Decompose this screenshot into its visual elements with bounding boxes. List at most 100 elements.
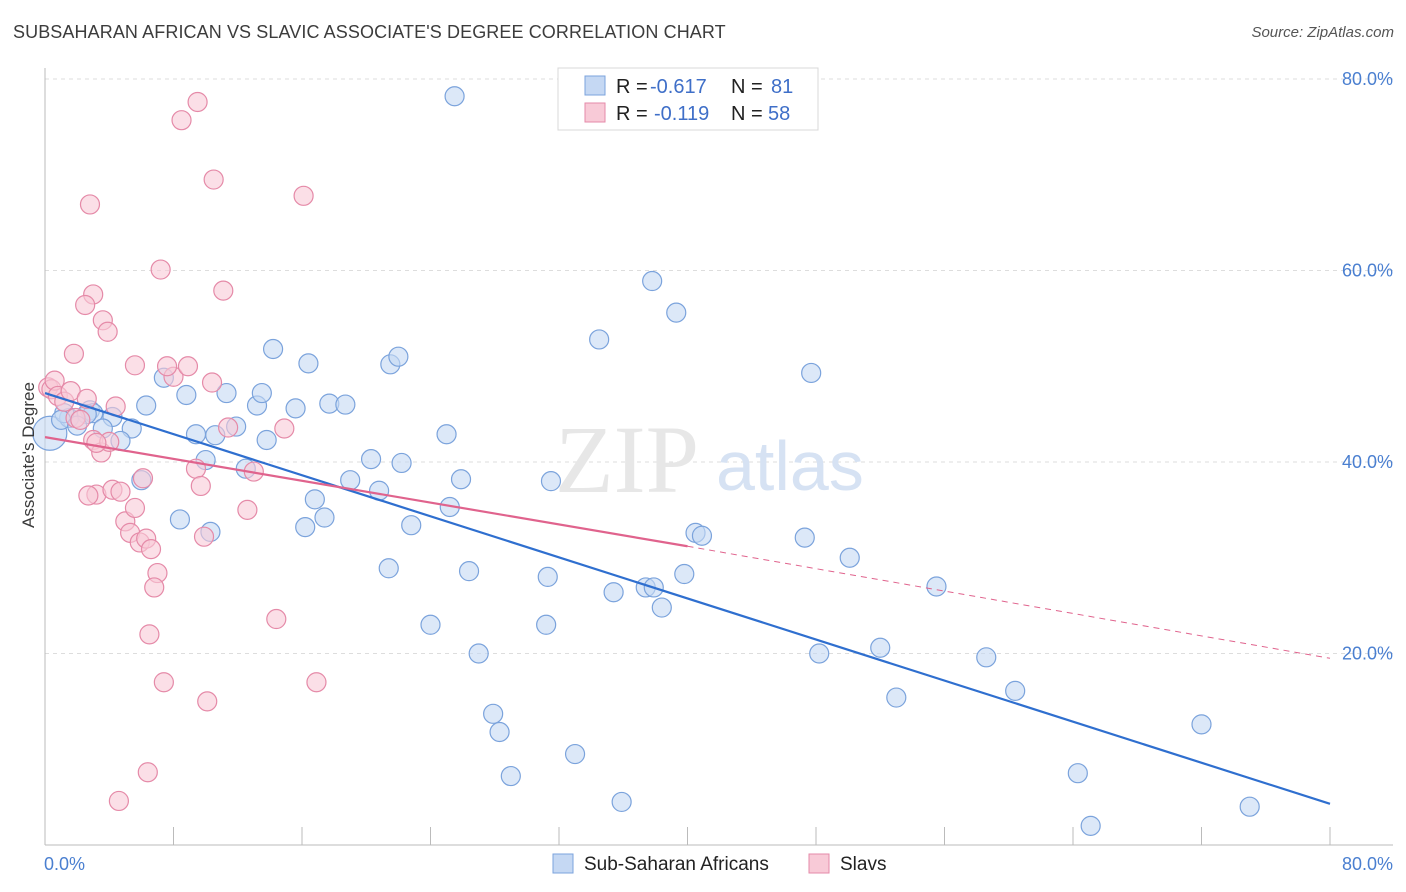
data-point (75, 294, 96, 316)
data-point (78, 485, 99, 506)
trend-line (687, 545, 1331, 659)
data-point (468, 643, 489, 664)
data-point (169, 509, 191, 530)
chart-title: SUBSAHARAN AFRICAN VS SLAVIC ASSOCIATE'S… (13, 22, 726, 42)
watermark: ZIP atlas (555, 406, 864, 513)
data-point (870, 637, 891, 658)
legend-n-label-2: N = (731, 103, 763, 125)
data-point (801, 362, 822, 384)
legend-r-label-2: R = (616, 103, 648, 125)
data-point (274, 418, 295, 439)
data-point (171, 110, 192, 131)
data-point (144, 577, 165, 598)
data-point (177, 356, 199, 377)
trend-line (44, 392, 1331, 805)
data-point (420, 614, 441, 635)
axes (44, 68, 1393, 846)
data-point (489, 721, 510, 743)
data-point (1080, 815, 1101, 836)
data-point (360, 449, 382, 470)
data-point (378, 558, 399, 579)
legend-swatch-pink (584, 102, 606, 123)
data-point (444, 86, 465, 107)
top-legend: R = -0.617 N = 81 R = -0.119 N = 58 (557, 67, 819, 131)
bottom-legend: Sub-Saharan Africans Slavs (552, 853, 886, 875)
data-point (642, 270, 663, 292)
data-point (1005, 680, 1026, 701)
data-point (266, 608, 287, 630)
x-tick-label-max: 80.0% (1342, 854, 1393, 874)
data-point (335, 394, 356, 415)
data-point (156, 356, 178, 377)
y-axis-label: Associate's Degree (19, 382, 38, 528)
data-point (540, 471, 562, 492)
data-point (483, 703, 504, 724)
data-point (187, 91, 208, 113)
data-point (401, 515, 422, 536)
data-point (70, 409, 91, 430)
data-point (190, 475, 211, 497)
data-point (193, 526, 215, 547)
data-point (197, 691, 218, 712)
data-point (136, 395, 157, 416)
watermark-zip: ZIP (555, 406, 699, 513)
data-point (262, 338, 284, 360)
bottom-legend-swatch-blue (552, 853, 574, 874)
legend-r-label-1: R = (616, 76, 648, 98)
data-point (500, 765, 521, 787)
data-point (1239, 796, 1260, 817)
y-tick-label: 60.0% (1342, 261, 1393, 281)
data-point (140, 539, 162, 560)
x-tick-label-min: 0.0% (44, 854, 85, 874)
data-point (293, 185, 314, 206)
data-point (536, 614, 557, 635)
data-point (564, 743, 586, 765)
bottom-legend-swatch-pink (808, 853, 830, 874)
data-point (137, 762, 158, 783)
legend-n-value-1: 81 (771, 76, 793, 98)
data-point (1191, 714, 1212, 735)
data-point (458, 561, 480, 582)
data-point (108, 790, 129, 812)
data-point (153, 672, 174, 693)
chart-source: Source: ZipAtlas.com (1251, 24, 1394, 41)
data-point (213, 280, 234, 301)
data-point (285, 398, 306, 419)
data-point (651, 597, 672, 618)
data-point (201, 372, 223, 393)
data-point (139, 624, 160, 645)
legend-swatch-blue (584, 75, 606, 96)
data-point (218, 417, 239, 438)
data-point (237, 499, 258, 520)
watermark-atlas: atlas (716, 427, 864, 505)
data-point (304, 489, 325, 510)
data-point (86, 432, 107, 453)
data-point (63, 343, 85, 364)
bottom-legend-label-blue: Sub-Saharan Africans (584, 854, 769, 875)
data-point (298, 353, 319, 374)
y-tick-label: 40.0% (1342, 452, 1393, 472)
legend-n-value-2: 58 (768, 103, 790, 125)
data-point (691, 525, 713, 546)
legend-r-value-2: -0.119 (654, 103, 709, 125)
legend-n-label-1: N = (731, 76, 763, 98)
data-point (611, 791, 632, 813)
data-point (97, 321, 118, 342)
data-point (926, 576, 947, 597)
data-point (388, 346, 409, 367)
data-point (251, 382, 272, 404)
bottom-legend-label-pink: Slavs (840, 854, 886, 875)
data-point (666, 302, 687, 323)
trend-line (44, 436, 688, 548)
data-point (295, 517, 316, 538)
data-point (306, 672, 327, 693)
data-point (132, 468, 154, 489)
series-slavs (38, 91, 327, 812)
data-point (216, 382, 237, 404)
y-tick-label: 20.0% (1342, 644, 1393, 664)
data-point (794, 527, 815, 548)
data-point (839, 547, 860, 568)
legend-r-value-1: -0.617 (650, 76, 707, 98)
data-point (256, 429, 277, 451)
